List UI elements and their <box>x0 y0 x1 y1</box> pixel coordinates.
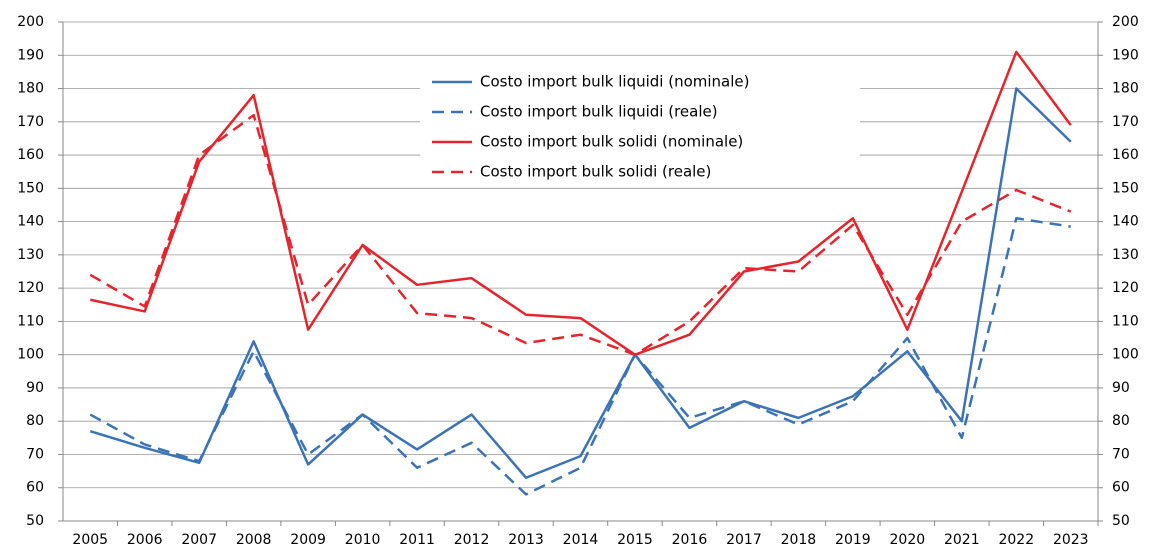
y2-tick-label: 170 <box>1112 114 1139 130</box>
x-tick-label: 2005 <box>72 532 108 548</box>
legend-label: Costo import bulk liquidi (reale) <box>480 103 718 121</box>
y-tick-label: 80 <box>26 413 44 429</box>
legend-box <box>420 66 860 186</box>
y-tick-label: 160 <box>17 147 44 163</box>
y-tick-label: 150 <box>17 180 44 196</box>
x-tick-label: 2016 <box>672 532 708 548</box>
y2-tick-label: 70 <box>1112 446 1130 462</box>
y-tick-label: 130 <box>17 247 44 263</box>
legend: Costo import bulk liquidi (nominale) Cost… <box>432 73 750 181</box>
series-line <box>89 50 1072 356</box>
y2-tick-label: 150 <box>1112 180 1139 196</box>
axes: 50 60 70 80 90 100 110 120 130 140 150 160 170 180 190… <box>17 14 1138 548</box>
y2-tick-label: 90 <box>1112 380 1130 396</box>
legend-label: Costo import bulk solidi (reale) <box>480 163 711 181</box>
y2-tick-label: 200 <box>1112 14 1139 30</box>
y-tick-label: 180 <box>17 81 44 97</box>
x-tick-label: 2007 <box>181 532 217 548</box>
x-tick-label: 2012 <box>454 532 490 548</box>
y2-tick-label: 160 <box>1112 147 1139 163</box>
x-tick-label: 2017 <box>726 532 762 548</box>
y2-tick-label: 180 <box>1112 81 1139 97</box>
y-tick-label: 90 <box>26 380 44 396</box>
y2-tick-label: 110 <box>1112 313 1139 329</box>
y2-tick-label: 60 <box>1112 480 1130 496</box>
x-tick-label: 2008 <box>236 532 272 548</box>
x-tick-label: 2020 <box>890 532 926 548</box>
y2-tick-label: 80 <box>1112 413 1130 429</box>
y2-tick-label: 140 <box>1112 214 1139 230</box>
y-tick-label: 60 <box>26 480 44 496</box>
series-line <box>89 217 1071 496</box>
x-tick-label: 2011 <box>399 532 435 548</box>
x-tick-label: 2021 <box>944 532 980 548</box>
y2-tick-label: 100 <box>1112 347 1139 363</box>
series-line <box>89 87 1072 480</box>
legend-label: Costo import bulk solidi (nominale) <box>480 133 743 151</box>
y-tick-label: 100 <box>17 347 44 363</box>
x-tick-label: 2013 <box>508 532 544 548</box>
x-tick-label: 2015 <box>617 532 653 548</box>
x-tick-label: 2018 <box>781 532 817 548</box>
x-tick-label: 2009 <box>290 532 326 548</box>
y-tick-label: 70 <box>26 446 44 462</box>
y2-tick-label: 50 <box>1112 513 1130 529</box>
plot <box>89 50 1072 496</box>
legend-label: Costo import bulk liquidi (nominale) <box>480 73 750 91</box>
y2-tick-label: 120 <box>1112 280 1139 296</box>
y2-tick-label: 130 <box>1112 247 1139 263</box>
y-tick-label: 170 <box>17 114 44 130</box>
y-tick-label: 50 <box>26 513 44 529</box>
x-tick-label: 2010 <box>345 532 381 548</box>
x-tick-label: 2014 <box>563 532 599 548</box>
x-tick-label: 2019 <box>835 532 871 548</box>
x-tick-label: 2023 <box>1053 532 1089 548</box>
y2-tick-label: 190 <box>1112 47 1139 63</box>
x-tick-label: 2006 <box>127 532 163 548</box>
y-tick-label: 120 <box>17 280 44 296</box>
y-tick-label: 110 <box>17 313 44 329</box>
series-line <box>89 113 1072 356</box>
x-tick-label: 2022 <box>998 532 1034 548</box>
y-tick-label: 200 <box>17 14 44 30</box>
y-tick-label: 190 <box>17 47 44 63</box>
y-tick-label: 140 <box>17 214 44 230</box>
